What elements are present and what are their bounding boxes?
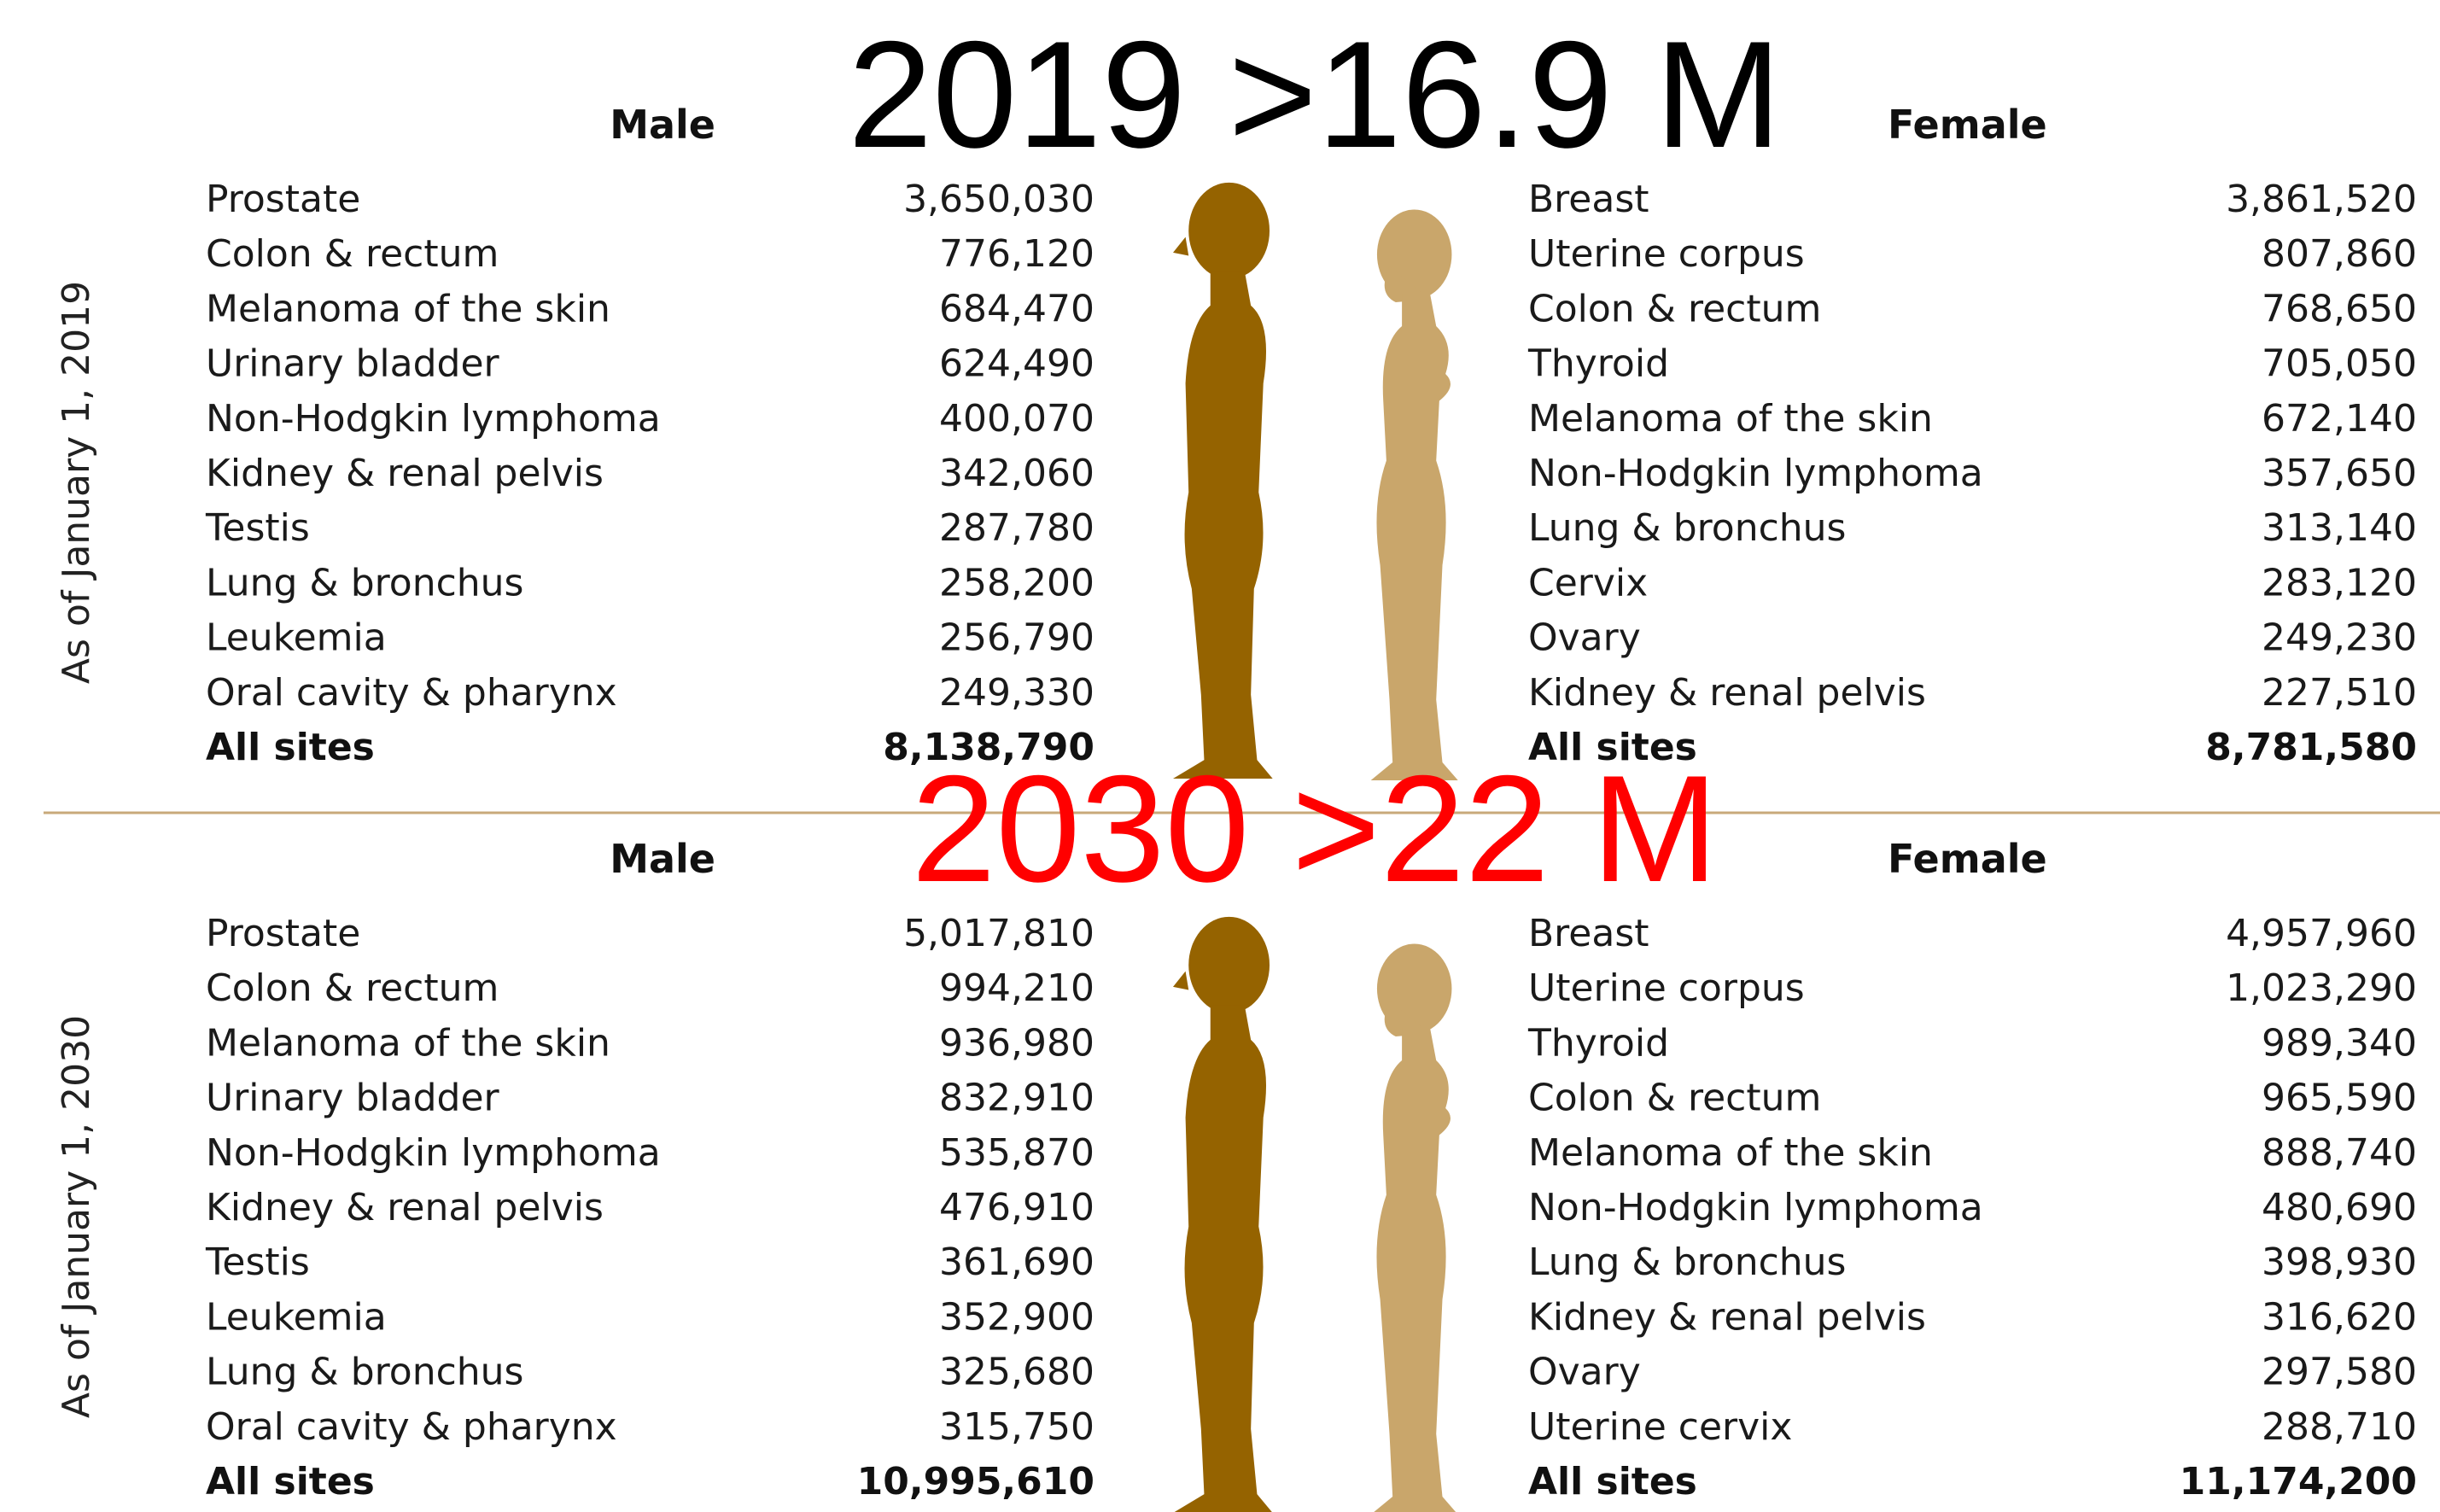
site-count: 832,910 bbox=[939, 1077, 1094, 1120]
section-heading: 2019 >16.9 M bbox=[848, 9, 1782, 179]
site-name: Melanoma of the skin bbox=[206, 287, 610, 330]
site-count: 5,017,810 bbox=[903, 912, 1094, 955]
site-name: Non-Hodgkin lymphoma bbox=[1528, 452, 1983, 495]
site-count: 476,910 bbox=[939, 1186, 1094, 1229]
site-count: 357,650 bbox=[2262, 452, 2417, 495]
site-count: 624,490 bbox=[939, 342, 1094, 386]
site-name: Thyroid bbox=[1527, 342, 1669, 386]
site-count: 287,780 bbox=[939, 506, 1094, 550]
site-name: Lung & bronchus bbox=[206, 561, 523, 604]
infographic: 2019 >16.9 M As of January 1, 2019 Male Pro… bbox=[0, 0, 2440, 1512]
site-count: 936,980 bbox=[939, 1021, 1094, 1065]
site-name: Leukemia bbox=[206, 1295, 387, 1339]
site-name: Prostate bbox=[206, 912, 360, 955]
site-name: Colon & rectum bbox=[1528, 287, 1821, 330]
site-name: Oral cavity & pharynx bbox=[206, 671, 617, 715]
site-count: 989,340 bbox=[2262, 1021, 2417, 1065]
site-name: Oral cavity & pharynx bbox=[206, 1405, 617, 1449]
column-header: Male bbox=[610, 102, 715, 148]
site-count: 480,690 bbox=[2262, 1186, 2417, 1229]
site-count: 3,861,520 bbox=[2226, 178, 2417, 221]
site-name: Non-Hodgkin lymphoma bbox=[206, 1131, 661, 1175]
site-count: 342,060 bbox=[939, 452, 1094, 495]
site-name: Colon & rectum bbox=[1528, 1077, 1821, 1120]
site-count: 297,580 bbox=[2262, 1351, 2417, 1394]
site-name: Melanoma of the skin bbox=[1528, 397, 1933, 441]
total-count: 10,995,610 bbox=[857, 1460, 1094, 1503]
site-count: 256,790 bbox=[939, 616, 1094, 660]
site-count: 535,870 bbox=[939, 1131, 1094, 1175]
site-name: Non-Hodgkin lymphoma bbox=[206, 397, 661, 441]
site-name: Kidney & renal pelvis bbox=[1528, 1295, 1926, 1339]
site-name: Melanoma of the skin bbox=[206, 1021, 610, 1065]
site-name: Lung & bronchus bbox=[1528, 1241, 1846, 1284]
site-count: 352,900 bbox=[939, 1295, 1094, 1339]
total-name: All sites bbox=[206, 1460, 375, 1503]
section-heading: 2030 >22 M bbox=[911, 744, 1718, 914]
site-count: 768,650 bbox=[2262, 287, 2417, 330]
site-name: Kidney & renal pelvis bbox=[1528, 671, 1926, 715]
site-name: Breast bbox=[1528, 178, 1649, 221]
site-name: Uterine cervix bbox=[1528, 1405, 1792, 1449]
site-name: Testis bbox=[205, 506, 310, 550]
site-count: 258,200 bbox=[939, 561, 1094, 604]
site-count: 776,120 bbox=[939, 232, 1094, 276]
site-count: 684,470 bbox=[939, 287, 1094, 330]
site-name: Lung & bronchus bbox=[206, 1351, 523, 1394]
site-count: 400,070 bbox=[939, 397, 1094, 441]
site-name: Urinary bladder bbox=[206, 1077, 500, 1120]
total-count: 8,781,580 bbox=[2205, 726, 2417, 769]
site-name: Kidney & renal pelvis bbox=[206, 1186, 604, 1229]
site-count: 3,650,030 bbox=[903, 178, 1094, 221]
site-name: Urinary bladder bbox=[206, 342, 500, 386]
site-name: Testis bbox=[205, 1241, 310, 1284]
site-name: Lung & bronchus bbox=[1528, 506, 1846, 550]
site-name: Thyroid bbox=[1527, 1021, 1669, 1065]
site-count: 4,957,960 bbox=[2226, 912, 2417, 955]
site-count: 283,120 bbox=[2262, 561, 2417, 604]
site-count: 1,023,290 bbox=[2226, 966, 2417, 1010]
column-header: Female bbox=[1888, 836, 2047, 882]
site-count: 316,620 bbox=[2262, 1295, 2417, 1339]
site-count: 249,230 bbox=[2262, 616, 2417, 660]
site-name: Leukemia bbox=[206, 616, 387, 660]
site-count: 965,590 bbox=[2262, 1077, 2417, 1120]
site-name: Ovary bbox=[1528, 616, 1641, 660]
site-count: 288,710 bbox=[2262, 1405, 2417, 1449]
site-name: Kidney & renal pelvis bbox=[206, 452, 604, 495]
site-count: 672,140 bbox=[2262, 397, 2417, 441]
site-count: 249,330 bbox=[939, 671, 1094, 715]
site-name: Colon & rectum bbox=[206, 232, 499, 276]
site-name: Cervix bbox=[1528, 561, 1648, 604]
site-count: 807,860 bbox=[2262, 232, 2417, 276]
site-name: Ovary bbox=[1528, 1351, 1641, 1394]
site-name: Uterine corpus bbox=[1528, 232, 1805, 276]
site-name: Uterine corpus bbox=[1528, 966, 1805, 1010]
total-name: All sites bbox=[206, 726, 375, 769]
column-header: Male bbox=[610, 836, 715, 882]
site-count: 315,750 bbox=[939, 1405, 1094, 1449]
site-name: Prostate bbox=[206, 178, 360, 221]
site-count: 888,740 bbox=[2262, 1131, 2417, 1175]
site-count: 994,210 bbox=[939, 966, 1094, 1010]
site-name: Colon & rectum bbox=[206, 966, 499, 1010]
site-count: 705,050 bbox=[2262, 342, 2417, 386]
site-count: 398,930 bbox=[2262, 1241, 2417, 1284]
site-count: 361,690 bbox=[939, 1241, 1094, 1284]
site-count: 313,140 bbox=[2262, 506, 2417, 550]
site-name: Melanoma of the skin bbox=[1528, 1131, 1933, 1175]
site-count: 325,680 bbox=[939, 1351, 1094, 1394]
column-header: Female bbox=[1888, 102, 2047, 148]
total-name: All sites bbox=[1528, 1460, 1697, 1503]
side-label: As of January 1, 2019 bbox=[55, 281, 98, 684]
site-count: 227,510 bbox=[2262, 671, 2417, 715]
site-name: Breast bbox=[1528, 912, 1649, 955]
total-count: 11,174,200 bbox=[2180, 1460, 2417, 1503]
side-label: As of January 1, 2030 bbox=[55, 1015, 98, 1418]
site-name: Non-Hodgkin lymphoma bbox=[1528, 1186, 1983, 1229]
